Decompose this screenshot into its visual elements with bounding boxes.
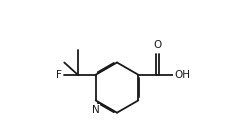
Text: F: F xyxy=(56,70,62,80)
Text: O: O xyxy=(154,40,162,50)
Text: N: N xyxy=(92,105,100,115)
Text: OH: OH xyxy=(174,70,190,80)
